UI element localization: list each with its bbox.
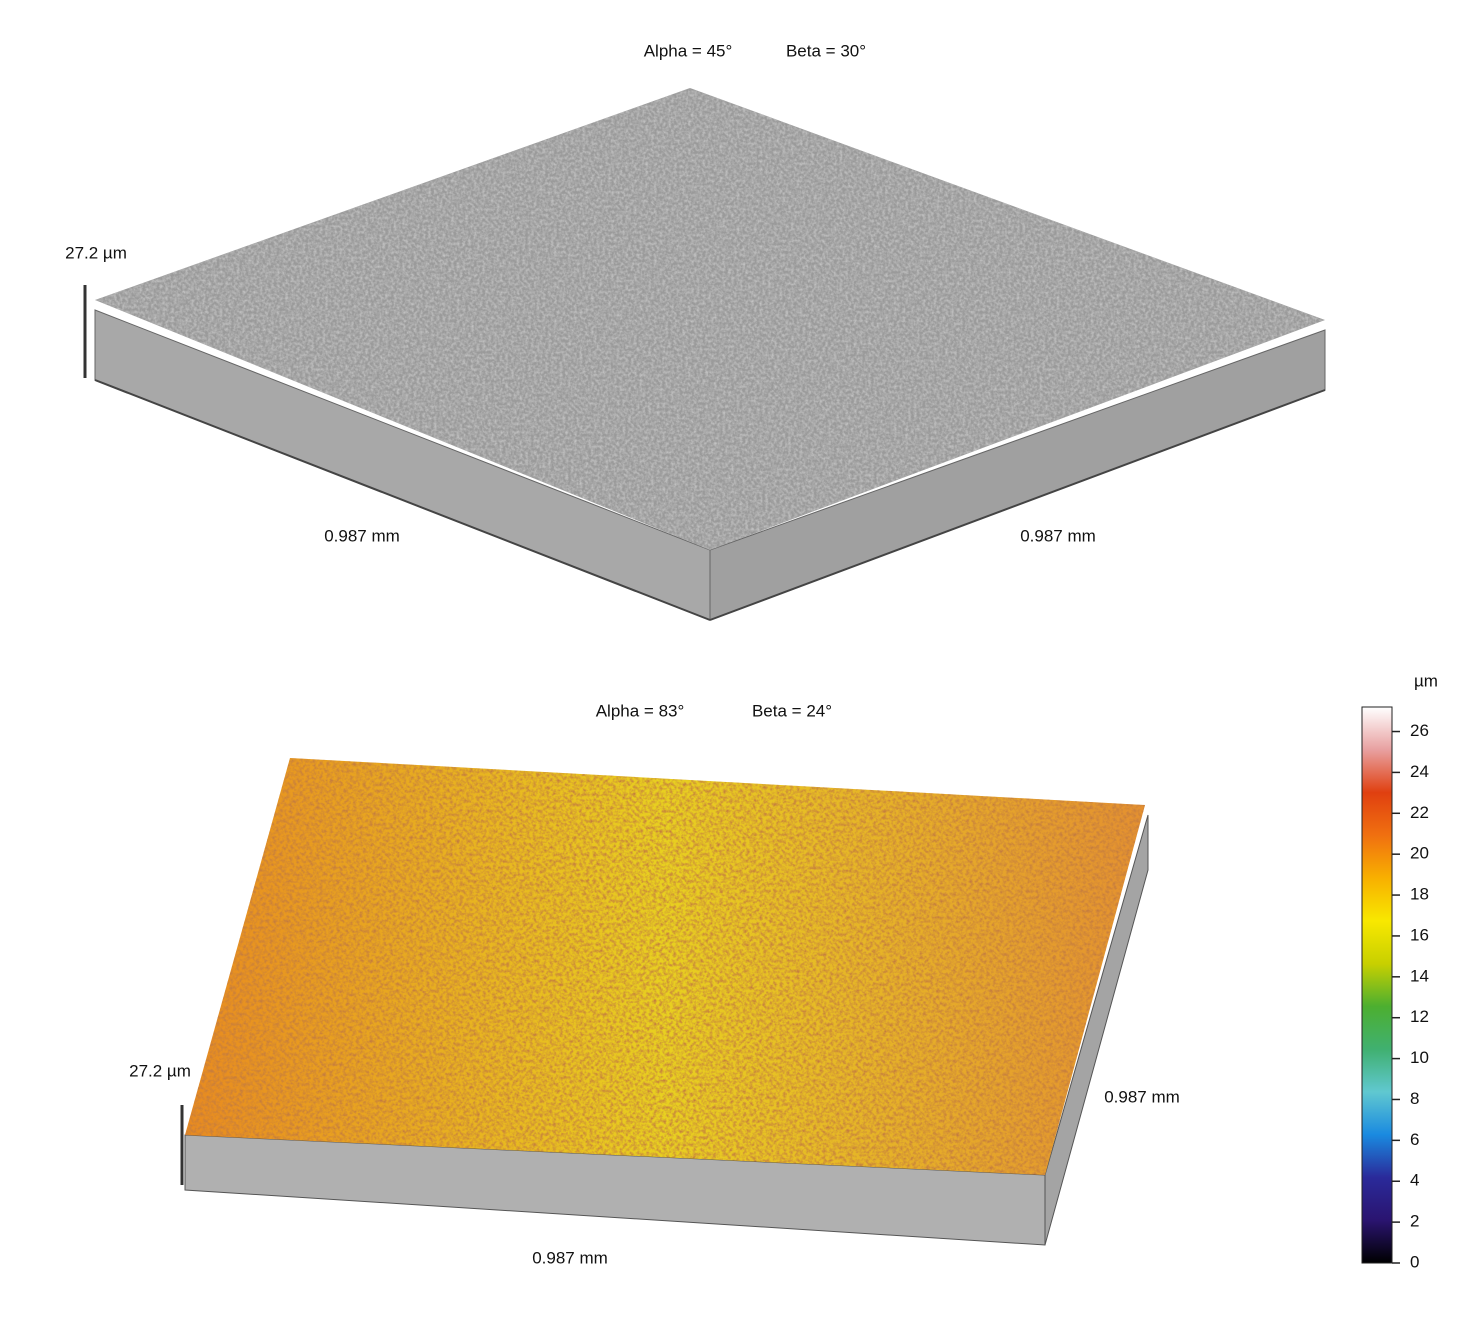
x-axis-label: 0.987 mm — [324, 526, 400, 545]
tick-label: 0 — [1410, 1252, 1419, 1271]
colorbar-unit: µm — [1414, 671, 1438, 690]
beta-label: Beta = 24° — [752, 701, 832, 720]
tick-label: 4 — [1410, 1171, 1419, 1190]
surface-3d — [180, 758, 1149, 1246]
tick-label: 6 — [1410, 1130, 1419, 1149]
tick-label: 26 — [1410, 721, 1429, 740]
tick-label: 14 — [1410, 966, 1429, 985]
tick-label: 16 — [1410, 925, 1429, 944]
height-label: 27.2 µm — [65, 243, 127, 262]
beta-label: Beta = 30° — [786, 41, 866, 60]
tick-label: 24 — [1410, 762, 1429, 781]
alpha-label: Alpha = 83° — [596, 701, 685, 720]
y-axis-label: 0.987 mm — [1104, 1087, 1180, 1106]
tick-label: 12 — [1410, 1007, 1429, 1026]
tick-label: 2 — [1410, 1212, 1419, 1231]
height-label: 27.2 µm — [129, 1061, 191, 1080]
tick-label: 8 — [1410, 1089, 1419, 1108]
x-axis-label: 0.987 mm — [532, 1248, 608, 1267]
tick-label: 18 — [1410, 885, 1429, 904]
alpha-label: Alpha = 45° — [644, 41, 733, 60]
tick-label: 10 — [1410, 1048, 1429, 1067]
tick-label: 22 — [1410, 803, 1429, 822]
tick-label: 20 — [1410, 844, 1429, 863]
y-axis-label: 0.987 mm — [1020, 526, 1096, 545]
surface-3d — [83, 88, 1326, 621]
colorbar — [1361, 706, 1393, 1264]
